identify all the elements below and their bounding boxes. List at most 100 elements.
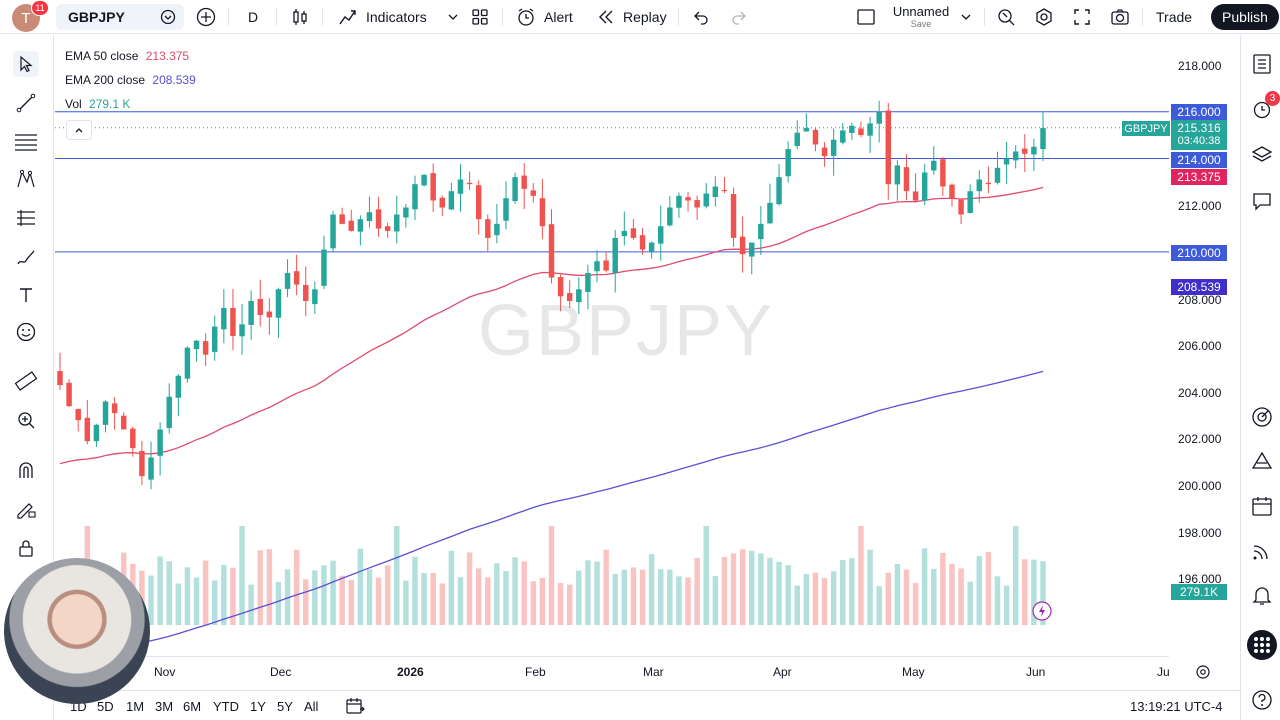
toolbar-divider (502, 8, 503, 26)
volume-bar (521, 561, 527, 625)
redo-button[interactable] (730, 0, 748, 34)
price-chart[interactable] (55, 35, 1169, 655)
candle-body (1022, 148, 1028, 154)
time-axis[interactable]: Nov Dec 2026 Feb Mar Apr May Jun Ju (55, 656, 1170, 686)
chevron-down-icon (448, 14, 458, 20)
candle-body (139, 450, 145, 477)
brush-tool[interactable] (13, 244, 39, 270)
clock-timezone[interactable]: 13:19:21 UTC-4 (1130, 699, 1223, 714)
date-range-button[interactable] (345, 697, 365, 715)
volume-bar (630, 567, 637, 625)
undo-button[interactable] (692, 0, 710, 34)
legend-volume[interactable]: Vol 279.1 K (65, 97, 130, 111)
volume-bar (503, 571, 509, 625)
volume-bar (758, 553, 764, 625)
alert-button[interactable]: Alert (516, 0, 573, 34)
lock-drawings-tool[interactable] (13, 535, 39, 561)
quick-search-button[interactable] (996, 0, 1016, 34)
templates-button[interactable] (471, 0, 489, 34)
fullscreen-button[interactable] (1073, 0, 1091, 34)
candle-body (548, 224, 555, 278)
collapse-legend-button[interactable] (66, 120, 92, 140)
volume-bar (293, 549, 300, 625)
add-to-watchlist-icon[interactable] (160, 9, 176, 25)
layout-checkbox[interactable] (856, 0, 876, 34)
fib-tool[interactable] (13, 205, 39, 231)
volume-bar (767, 557, 773, 625)
settings-button[interactable] (1034, 0, 1054, 34)
legend-ema200-label: EMA 200 close (65, 73, 146, 87)
publish-button[interactable]: Publish (1211, 4, 1279, 30)
legend-ema200[interactable]: EMA 200 close 208.539 (65, 73, 196, 87)
compare-symbol-button[interactable] (196, 0, 216, 34)
range-5d[interactable]: 5D (97, 699, 114, 714)
candle-body (739, 236, 746, 255)
chart-pane[interactable] (55, 35, 1169, 655)
range-3m[interactable]: 3M (155, 699, 174, 714)
candle-body (812, 129, 819, 145)
snapshot-button[interactable] (1110, 0, 1130, 34)
price-axis[interactable]: 218.000 212.000 208.000 206.000 204.000 … (1170, 35, 1238, 655)
alarm-clock-icon (1253, 101, 1271, 119)
volume-bar (903, 569, 910, 625)
range-all[interactable]: All (304, 699, 319, 714)
volume-bar (830, 571, 837, 625)
layout-name-button[interactable]: Unnamed Save (890, 0, 952, 34)
volume-bar (548, 526, 555, 625)
trade-button[interactable]: Trade (1156, 0, 1192, 34)
range-6m[interactable]: 6M (183, 699, 202, 714)
interval-button[interactable]: D (248, 0, 258, 34)
range-1m[interactable]: 1M (126, 699, 145, 714)
ruler-tool[interactable] (13, 368, 39, 394)
volume-bar (657, 569, 664, 625)
cursor-tool[interactable] (13, 51, 39, 77)
candle-body (794, 132, 800, 146)
volume-bar (794, 585, 800, 625)
range-ytd[interactable]: YTD (213, 699, 239, 714)
trend-line-tool[interactable] (13, 90, 39, 116)
keep-drawing-tool[interactable] (13, 496, 39, 522)
calendar-button[interactable] (1249, 493, 1275, 519)
zoom-tool[interactable] (13, 407, 39, 433)
chart-type-button[interactable] (290, 0, 310, 34)
watchlist-button[interactable] (1249, 51, 1275, 77)
chats-button[interactable] (1249, 188, 1275, 214)
right-sidebar: 3 (1240, 35, 1280, 720)
price-tick: 208.000 (1178, 293, 1222, 307)
ideas-button[interactable] (1249, 448, 1275, 474)
replay-button[interactable]: Replay (597, 0, 667, 34)
candle-body (339, 214, 345, 224)
pattern-tool[interactable] (13, 166, 39, 192)
text-tool[interactable] (13, 282, 39, 308)
notifications-button[interactable] (1249, 582, 1275, 608)
magnet-tool[interactable] (13, 457, 39, 483)
candle-body (903, 167, 910, 192)
candle-body (475, 185, 482, 220)
horizontal-lines-tool[interactable] (13, 128, 39, 154)
products-button[interactable] (1247, 630, 1277, 660)
help-button[interactable] (1249, 687, 1275, 713)
grid-icon (472, 9, 488, 25)
legend-ema50[interactable]: EMA 50 close 213.375 (65, 49, 189, 63)
emoji-tool[interactable] (13, 319, 39, 345)
alerts-button[interactable] (1249, 96, 1275, 122)
fullscreen-icon (1074, 9, 1090, 25)
range-5y[interactable]: 5Y (277, 699, 293, 714)
range-1y[interactable]: 1Y (250, 699, 266, 714)
toolbar-divider (276, 8, 277, 26)
pencil-lock-icon (17, 503, 36, 519)
candle-body (940, 159, 946, 187)
plus-circle-icon (196, 7, 216, 27)
screener-button[interactable] (1249, 404, 1275, 430)
volume-bar (867, 549, 873, 625)
indicators-button[interactable]: Indicators (338, 0, 459, 34)
volume-bar (785, 565, 791, 625)
object-tree-button[interactable] (1249, 142, 1275, 168)
volume-bar (403, 580, 409, 625)
axis-settings-button[interactable] (1195, 664, 1211, 680)
layout-menu-button[interactable] (960, 0, 972, 34)
price-tick: 196.000 (1178, 572, 1222, 586)
time-tick: 2026 (397, 665, 424, 679)
news-button[interactable] (1249, 538, 1275, 564)
symbol-search[interactable]: GBPJPY (56, 4, 184, 30)
